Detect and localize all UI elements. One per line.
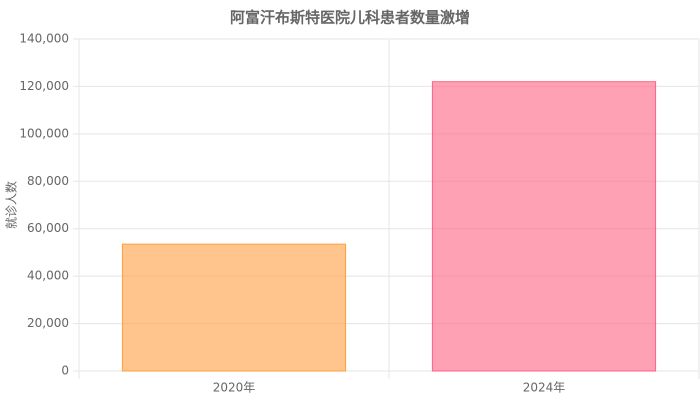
y-tick-label: 0 [61, 364, 69, 378]
y-axis-label: 就诊人数 [4, 181, 19, 229]
y-tick-label: 140,000 [19, 32, 69, 46]
bar [121, 243, 347, 372]
bar [431, 81, 657, 372]
x-tick-label: 2020年 [213, 381, 256, 395]
y-tick-label: 120,000 [19, 79, 69, 93]
y-tick-label: 80,000 [27, 174, 69, 188]
chart-title: 阿富汗布斯特医院儿科患者数量激增 [230, 9, 470, 27]
y-tick-label: 100,000 [19, 126, 69, 140]
y-tick-label: 60,000 [27, 221, 69, 235]
x-tick-label: 2024年 [523, 381, 566, 395]
y-tick-label: 40,000 [27, 269, 69, 283]
y-tick-label: 20,000 [27, 316, 69, 330]
